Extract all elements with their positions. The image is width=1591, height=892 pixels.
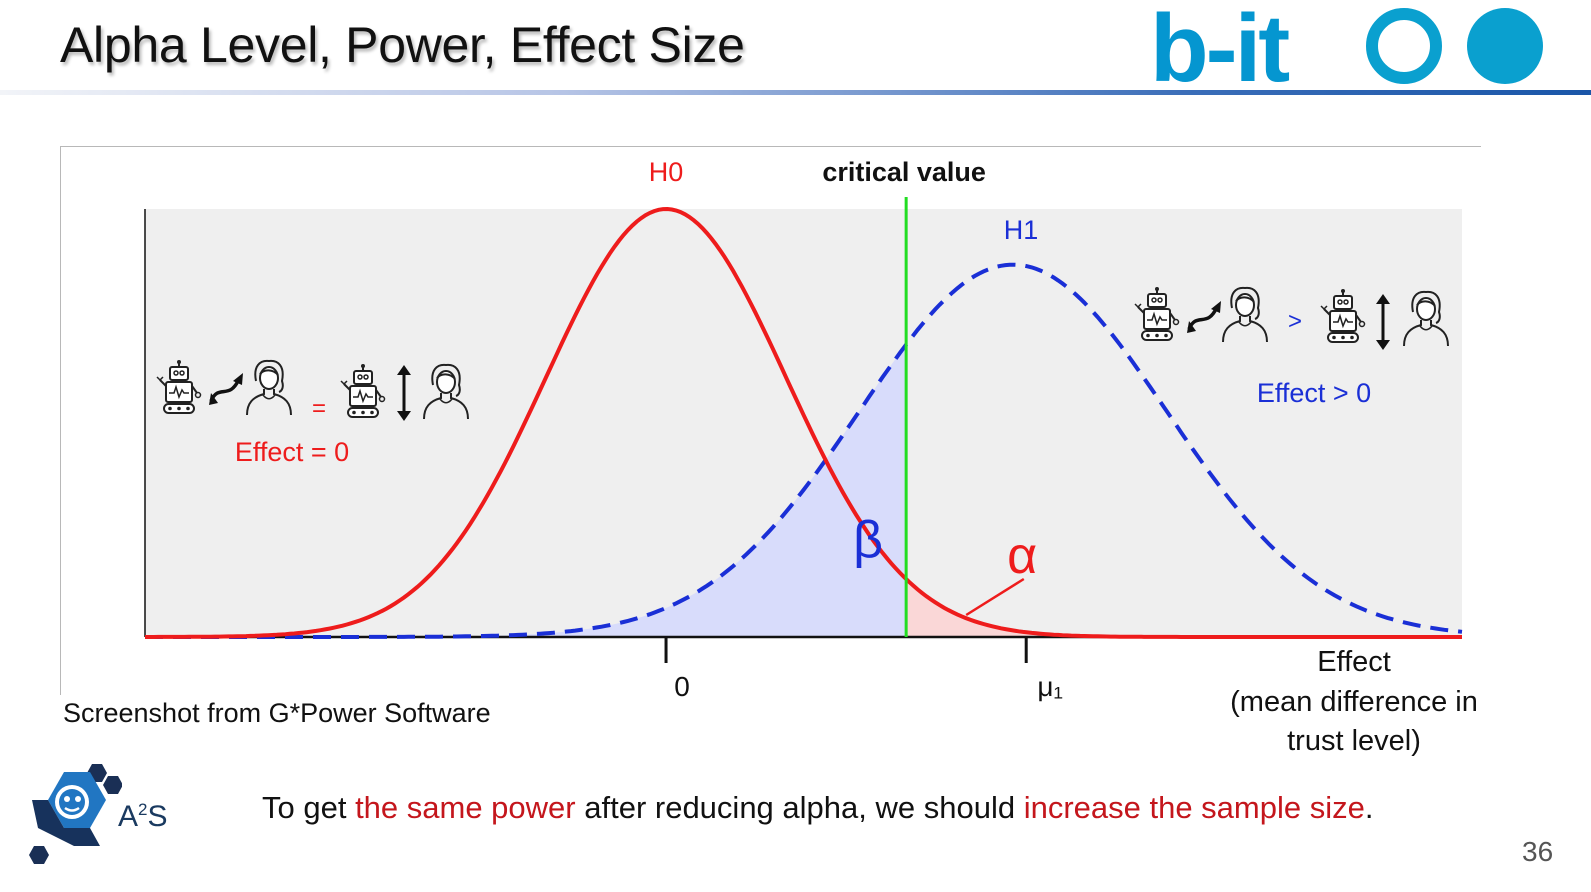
beta-shaded-area [145, 344, 907, 637]
logo-dot-icon [1467, 8, 1543, 84]
x-axis-label-line-3: trust level) [1287, 725, 1421, 757]
x-axis-label-line-1: Effect [1317, 646, 1391, 678]
alpha-shaded-area [906, 579, 1462, 637]
distribution-chart: H0 critical value H1 β α Effect = 0 Effe… [144, 157, 1478, 757]
alpha-label: α [1007, 527, 1037, 585]
beta-label: β [853, 511, 883, 569]
bit-logo-text: b-it [1150, 0, 1290, 102]
page-number: 36 [1522, 836, 1554, 867]
h1-label: H1 [1004, 215, 1039, 245]
a2s-logo-letter-a: A [118, 800, 139, 833]
footer-text-part3: . [1364, 790, 1374, 825]
slide-title: Alpha Level, Power, Effect Size [60, 17, 745, 73]
footer-statement: To get the same power after reducing alp… [262, 790, 1373, 826]
footer-text-part1: To get [262, 790, 356, 825]
alpha-pointer-line [965, 577, 1025, 617]
footer-text-part2: after reducing alpha, we should [575, 790, 1024, 825]
a2s-logo-superscript: 2 [138, 800, 148, 819]
critical-value-label: critical value [822, 157, 986, 187]
figure-caption: Screenshot from G*Power Software [63, 698, 491, 728]
title-divider [0, 90, 1591, 95]
a2s-logo-letter-s: S [147, 800, 168, 833]
effect-positive-label: Effect > 0 [1257, 378, 1371, 408]
a2s-logo-text: A2S [118, 800, 168, 834]
equals-sign-label: = [312, 395, 326, 422]
effect-zero-label: Effect = 0 [235, 437, 349, 467]
footer-highlight-sample-size: increase the sample size [1023, 790, 1365, 825]
logo-ring-icon [1366, 8, 1442, 84]
h0-label: H0 [649, 157, 684, 187]
gpower-figure: H0 critical value H1 β α Effect = 0 Effe… [60, 146, 1481, 757]
greater-sign-label: > [1288, 308, 1302, 335]
a2s-logo-icon [29, 764, 122, 864]
x-tick-label-zero: 0 [674, 671, 690, 702]
h0-distribution-curve [145, 206, 1462, 639]
footer-highlight-same-power: the same power [355, 790, 576, 825]
x-tick-label-mu1: μ₁ [1037, 671, 1063, 702]
x-axis-label-line-2: (mean difference in [1230, 686, 1478, 718]
h1-distribution-curve [145, 262, 1463, 639]
